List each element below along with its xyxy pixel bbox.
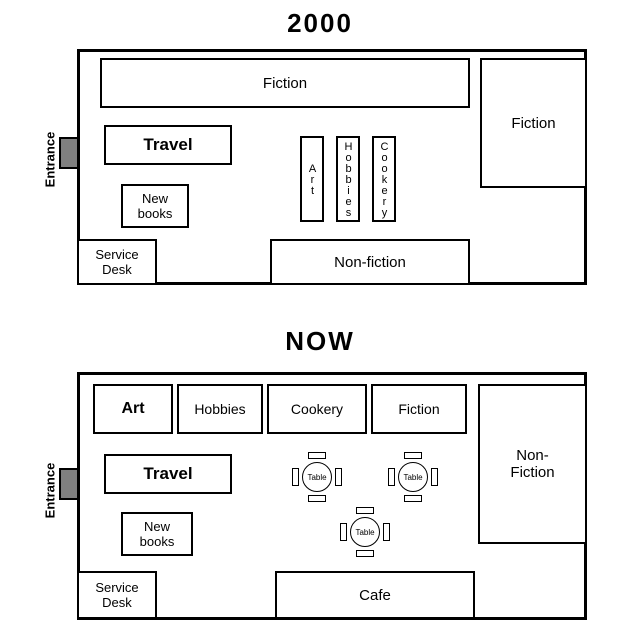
room-travel-label: Travel	[143, 135, 192, 155]
table-2-seat-0	[404, 452, 422, 459]
room-cookery: Cookery	[267, 384, 367, 434]
room-non-fiction: Non-fiction	[270, 239, 470, 285]
table-2: Table	[398, 462, 428, 492]
table-3-seat-1	[356, 550, 374, 557]
room-fiction-top-label: Fiction	[263, 75, 307, 92]
room-hobbies-label: Hobbies	[194, 401, 245, 417]
entrance-label-2000: Entrance	[42, 132, 57, 188]
table-1-seat-0	[308, 452, 326, 459]
table-3-seat-2	[340, 523, 347, 541]
room-hobbies-label: Hobbies	[343, 141, 354, 218]
room-non-fiction: Non- Fiction	[478, 384, 587, 544]
room-art: Art	[300, 136, 324, 222]
room-hobbies: Hobbies	[336, 136, 360, 222]
room-non-fiction-label: Non- Fiction	[510, 447, 554, 481]
room-new-books-label: New books	[140, 519, 175, 549]
table-1-label: Table	[307, 473, 326, 482]
room-fiction-right-label: Fiction	[511, 115, 555, 132]
room-art-label: Art	[307, 163, 318, 196]
table-1: Table	[302, 462, 332, 492]
room-fiction-top: Fiction	[100, 58, 470, 108]
room-cookery-label: Cookery	[379, 141, 390, 218]
title-now: NOW	[0, 326, 640, 357]
room-fiction-right: Fiction	[480, 58, 587, 188]
table-1-seat-1	[308, 495, 326, 502]
room-new-books: New books	[121, 184, 189, 228]
table-2-seat-2	[388, 468, 395, 486]
title-2000-text: 2000	[287, 8, 353, 38]
room-service-desk-label: Service Desk	[95, 247, 138, 277]
table-3-label: Table	[355, 528, 374, 537]
room-non-fiction-label: Non-fiction	[334, 254, 406, 271]
entrance-label-now: Entrance	[42, 463, 57, 519]
entrance-door	[59, 137, 79, 169]
table-3: Table	[350, 517, 380, 547]
room-travel-label: Travel	[143, 464, 192, 484]
page: 2000 Entrance NOW Entrance Fiction Fictio…	[0, 0, 640, 640]
room-fiction-label: Fiction	[398, 401, 439, 417]
table-2-seat-3	[431, 468, 438, 486]
room-art-label: Art	[121, 400, 144, 418]
table-3-seat-0	[356, 507, 374, 514]
room-cafe-label: Cafe	[359, 587, 391, 604]
table-1-seat-3	[335, 468, 342, 486]
room-cookery: Cookery	[372, 136, 396, 222]
room-new-books: New books	[121, 512, 193, 556]
table-3-seat-3	[383, 523, 390, 541]
room-service-desk: Service Desk	[77, 571, 157, 619]
room-travel: Travel	[104, 454, 232, 494]
entrance-door	[59, 468, 79, 500]
room-fiction: Fiction	[371, 384, 467, 434]
table-2-label: Table	[403, 473, 422, 482]
room-travel: Travel	[104, 125, 232, 165]
title-now-text: NOW	[285, 326, 355, 356]
room-new-books-label: New books	[138, 191, 173, 221]
room-service-desk: Service Desk	[77, 239, 157, 285]
title-2000: 2000	[0, 8, 640, 39]
room-hobbies: Hobbies	[177, 384, 263, 434]
table-2-seat-1	[404, 495, 422, 502]
room-cookery-label: Cookery	[291, 401, 343, 417]
room-art: Art	[93, 384, 173, 434]
room-service-desk-label: Service Desk	[95, 580, 138, 610]
room-cafe: Cafe	[275, 571, 475, 619]
table-1-seat-2	[292, 468, 299, 486]
